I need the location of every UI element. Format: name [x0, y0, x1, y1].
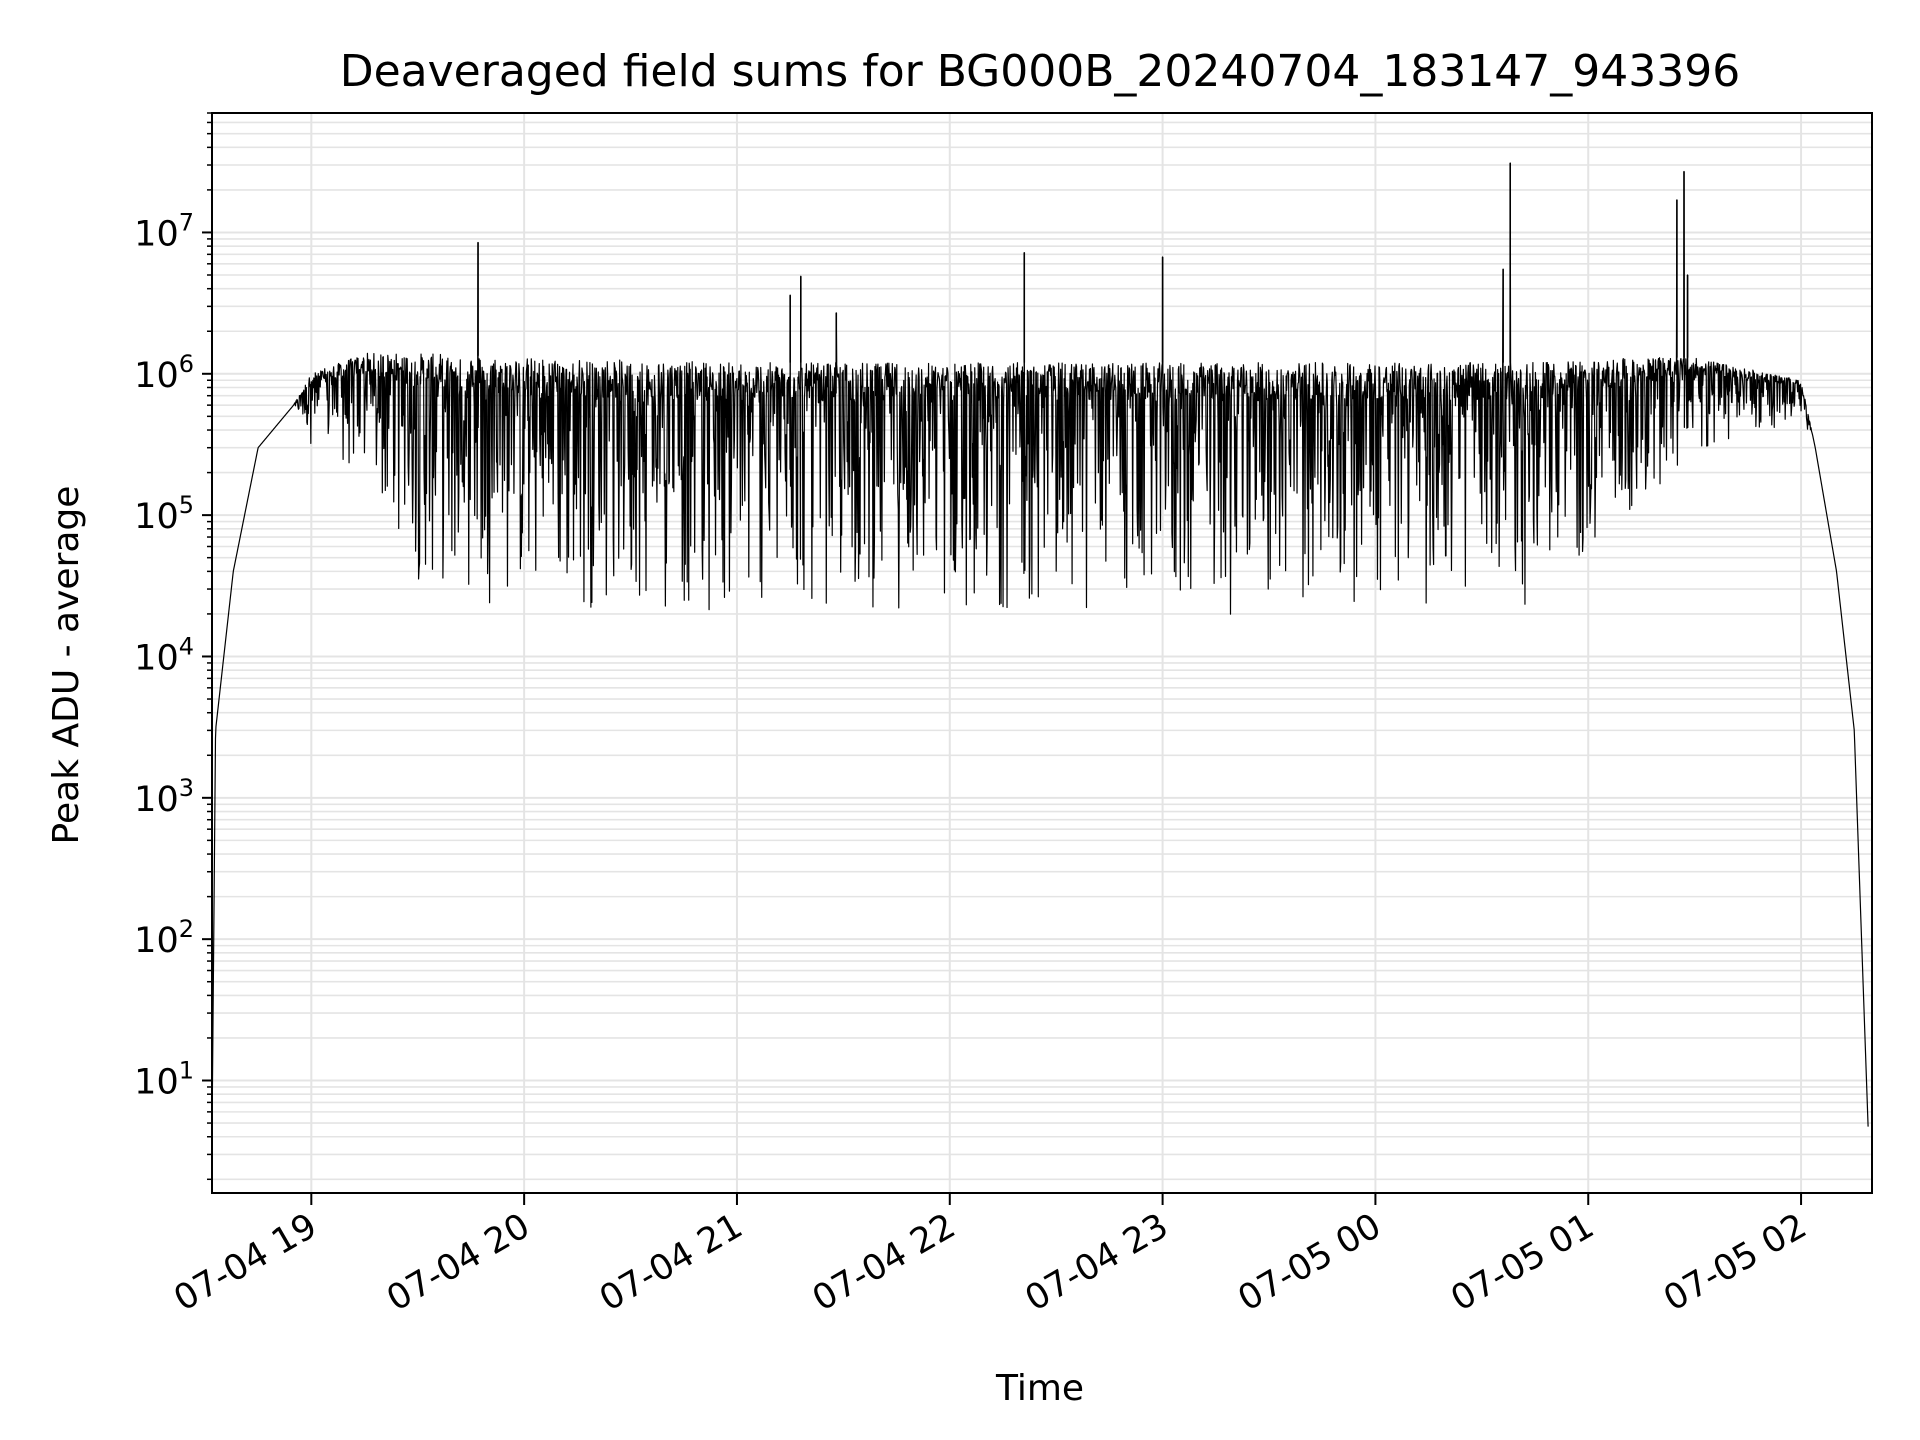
y-tick-label: 106	[134, 350, 194, 396]
y-tick-label: 101	[134, 1057, 194, 1103]
plot-series	[211, 162, 1869, 1137]
grid	[212, 112, 1872, 1193]
y-axis-label: Peak ADU - average	[46, 486, 87, 845]
y-tick-label: 107	[134, 208, 194, 254]
x-axis-label: Time	[995, 1368, 1084, 1409]
y-tick-label: 103	[134, 774, 194, 820]
series-line	[211, 162, 1869, 1137]
chart-title: Deaveraged field sums for BG000B_2024070…	[340, 46, 1741, 97]
y-tick-label: 102	[134, 915, 194, 961]
y-tick-label: 104	[134, 632, 194, 678]
y-tick-label: 105	[134, 491, 194, 537]
plot-frame	[211, 112, 1873, 1194]
